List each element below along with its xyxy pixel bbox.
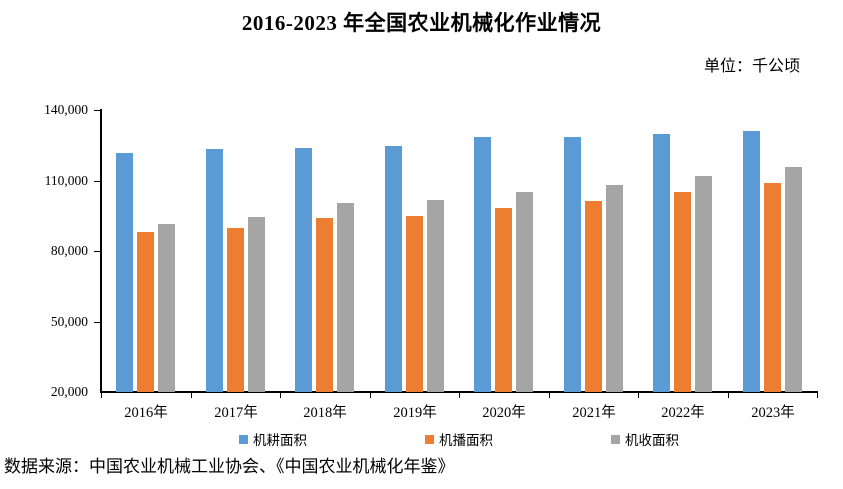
y-axis-tick bbox=[94, 322, 101, 323]
x-axis-category-label: 2021年 bbox=[572, 405, 616, 421]
bar-机收面积-2019年 bbox=[427, 200, 444, 392]
y-axis-tick-label: 50,000 bbox=[50, 314, 88, 329]
bar-机收面积-2022年 bbox=[695, 176, 712, 392]
bar-机播面积-2023年 bbox=[764, 183, 781, 392]
bar-机播面积-2020年 bbox=[495, 208, 512, 392]
y-axis-tick bbox=[94, 181, 101, 182]
bar-机耕面积-2016年 bbox=[116, 153, 133, 392]
x-axis-category-label: 2018年 bbox=[303, 405, 347, 421]
bar-机耕面积-2019年 bbox=[385, 146, 402, 392]
x-axis-line bbox=[100, 391, 818, 393]
x-axis-category-label: 2023年 bbox=[751, 405, 795, 421]
x-axis-category-label: 2016年 bbox=[124, 405, 168, 421]
y-axis-tick-label: 110,000 bbox=[44, 173, 88, 188]
bar-机耕面积-2020年 bbox=[474, 137, 491, 392]
x-axis-tick bbox=[728, 393, 729, 398]
x-axis-tick bbox=[638, 393, 639, 398]
x-axis-category-label: 2020年 bbox=[482, 405, 526, 421]
legend-swatch-icon bbox=[611, 434, 620, 444]
legend-swatch-icon bbox=[239, 434, 248, 444]
x-axis-tick bbox=[459, 393, 460, 398]
legend-label: 机耕面积 bbox=[253, 433, 307, 448]
bar-机耕面积-2017年 bbox=[206, 149, 223, 392]
data-source-note: 数据来源：中国农业机械工业协会、《中国农业机械化年鉴》 bbox=[4, 457, 455, 476]
x-axis-tick bbox=[549, 393, 550, 398]
x-axis-category-label: 2019年 bbox=[393, 405, 437, 421]
legend-swatch-icon bbox=[425, 434, 434, 444]
y-axis-tick bbox=[94, 251, 101, 252]
bar-机播面积-2018年 bbox=[316, 218, 333, 392]
y-axis-tick-label: 20,000 bbox=[50, 384, 88, 399]
legend-label: 机播面积 bbox=[439, 433, 493, 448]
bar-机收面积-2020年 bbox=[516, 192, 533, 392]
bar-机播面积-2016年 bbox=[137, 232, 154, 392]
x-axis-tick bbox=[817, 393, 818, 398]
x-axis-tick bbox=[370, 393, 371, 398]
y-axis-tick-label: 80,000 bbox=[50, 243, 88, 258]
bar-机播面积-2017年 bbox=[227, 228, 244, 392]
bar-机耕面积-2018年 bbox=[295, 148, 312, 392]
y-axis-line bbox=[100, 109, 102, 393]
x-axis-category-label: 2022年 bbox=[661, 405, 705, 421]
x-axis-tick bbox=[280, 393, 281, 398]
bar-机耕面积-2022年 bbox=[653, 134, 670, 392]
bar-机收面积-2021年 bbox=[606, 185, 623, 392]
bar-机收面积-2017年 bbox=[248, 217, 265, 392]
legend-item-机耕面积: 机耕面积 bbox=[239, 429, 307, 449]
chart-title: 2016-2023 年全国农业机械化作业情况 bbox=[241, 11, 602, 35]
x-axis-tick bbox=[191, 393, 192, 398]
bar-机收面积-2018年 bbox=[337, 203, 354, 392]
x-axis-tick bbox=[101, 393, 102, 398]
legend-item-机播面积: 机播面积 bbox=[425, 429, 493, 449]
legend-label: 机收面积 bbox=[625, 433, 679, 448]
y-axis-tick-label: 140,000 bbox=[44, 102, 88, 117]
bar-机耕面积-2023年 bbox=[743, 131, 760, 392]
x-axis-category-label: 2017年 bbox=[214, 405, 258, 421]
bar-机播面积-2022年 bbox=[674, 192, 691, 392]
bar-机播面积-2019年 bbox=[406, 216, 423, 392]
bar-机播面积-2021年 bbox=[585, 201, 602, 392]
bar-机收面积-2023年 bbox=[785, 167, 802, 392]
bar-机耕面积-2021年 bbox=[564, 137, 581, 392]
bar-机收面积-2016年 bbox=[158, 224, 175, 392]
chart-legend: 机耕面积 机播面积 机收面积 bbox=[101, 429, 817, 449]
y-axis-tick bbox=[94, 110, 101, 111]
unit-label: 单位：千公顷 bbox=[703, 58, 800, 75]
legend-item-机收面积: 机收面积 bbox=[611, 429, 679, 449]
